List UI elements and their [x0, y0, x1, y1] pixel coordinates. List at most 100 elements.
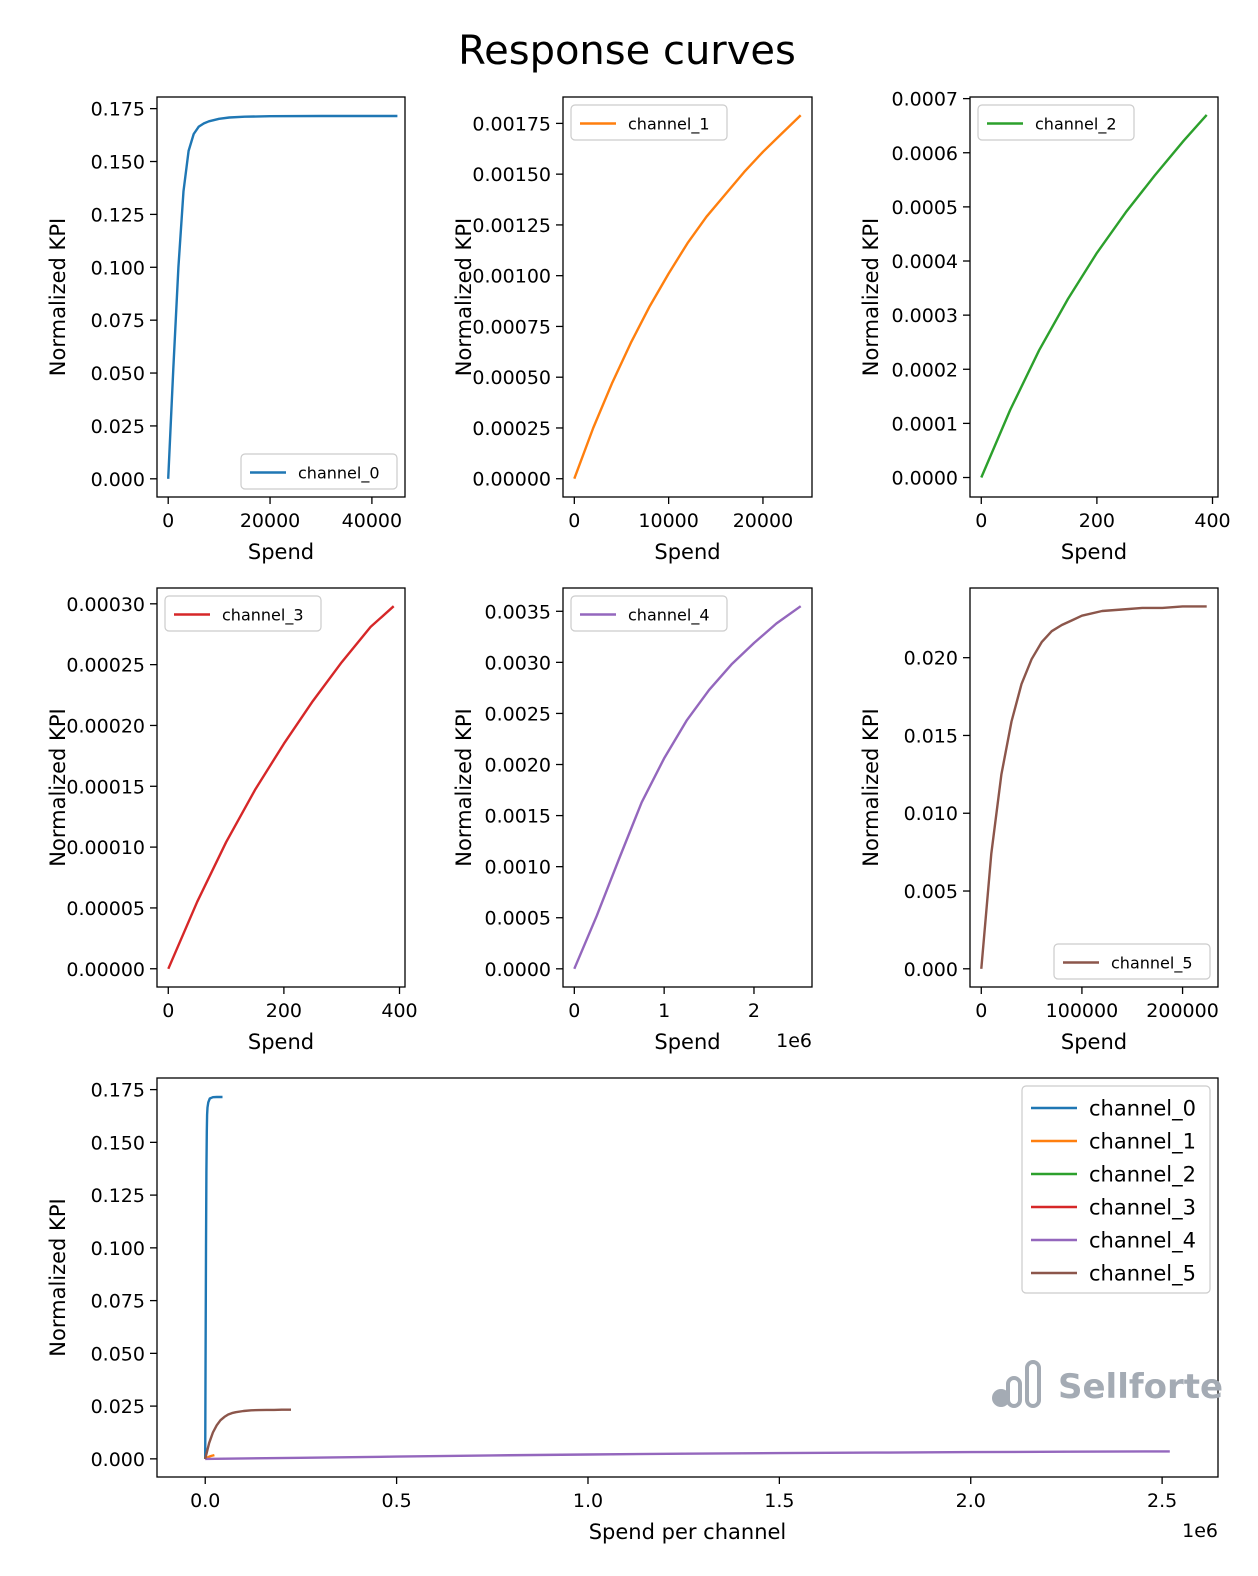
legend: channel_1 [570, 104, 728, 141]
y-tick-label: 0.025 [91, 416, 145, 438]
legend-box [240, 453, 398, 490]
legend-box [1053, 943, 1211, 980]
legend: channel_0 channel_1 channel_2 channel_3chan… [1021, 1085, 1211, 1294]
series-line-channel_0 [204, 1095, 223, 1459]
x-tick-label: 10000 [638, 510, 698, 532]
x-axis-label: Spend [1061, 1030, 1127, 1054]
chart-panel-3: 0 200 400 0.00000 0.00005 0.00010 0.00015 0.000… [46, 587, 418, 1054]
legend-label-channel_1: channel_1 [628, 114, 710, 134]
x-tick-label: 200 [266, 1000, 302, 1022]
x-axis-label: Spend per channel [589, 1520, 787, 1544]
legend-label-channel_2: channel_2 [1089, 1163, 1196, 1188]
x-tick-label: 20000 [240, 510, 300, 532]
x-tick-label: 0 [975, 510, 987, 532]
figure-title: Response curves [458, 28, 796, 74]
x-tick-label: 20000 [733, 510, 793, 532]
legend-box [164, 595, 322, 632]
series-line-channel_3 [167, 605, 395, 970]
legend-label-channel_4: channel_4 [628, 605, 710, 625]
y-tick-label: 0.000 [91, 469, 145, 491]
y-tick-label: 0.00025 [66, 655, 145, 677]
chart-panel-0: 0 20000 40000 0.000 0.025 0.050 0.075 0.100 0.12… [46, 96, 406, 564]
y-tick-label: 0.0006 [892, 143, 958, 165]
y-tick-label: 0.125 [91, 1185, 145, 1207]
legend: channel_4 [570, 595, 728, 632]
y-tick-label: 0.000 [91, 1449, 145, 1471]
chart-panel-6: 0.0 0.5 1.0 1.5 2.0 2.5 0.000 0.025 0.050 0.075 0.… [46, 1077, 1219, 1544]
legend: channel_3 [164, 595, 322, 632]
y-tick-label: 0.00020 [66, 715, 145, 737]
y-tick-label: 0.0005 [485, 908, 551, 930]
x-tick-label: 0 [162, 510, 174, 532]
legend: channel_0 [240, 453, 398, 490]
x-tick-label: 40000 [342, 510, 402, 532]
axes-frame [969, 587, 1219, 988]
y-tick-label: 0.0025 [485, 703, 551, 725]
y-axis-label: Normalized KPI [452, 708, 476, 866]
y-tick-label: 0.015 [904, 725, 958, 747]
y-tick-label: 0.0020 [485, 755, 551, 777]
y-tick-label: 0.010 [904, 803, 958, 825]
y-tick-label: 0.020 [904, 648, 958, 670]
y-tick-label: 0.00005 [66, 898, 145, 920]
legend-label-channel_5: channel_5 [1089, 1262, 1196, 1287]
x-tick-label: 400 [1194, 510, 1230, 532]
y-tick-label: 0.175 [91, 99, 145, 121]
chart-panel-2: 0 200 400 0.0000 0.0001 0.0002 0.0003 0.0004 0.0… [859, 89, 1231, 564]
y-tick-label: 0.00000 [472, 469, 551, 491]
legend-label-channel_1: channel_1 [1089, 1130, 1196, 1155]
y-axis-label: Normalized KPI [859, 708, 883, 866]
y-tick-label: 0.0035 [485, 601, 551, 623]
x-tick-label: 0.0 [190, 1490, 220, 1512]
axes-frame [969, 96, 1219, 498]
y-tick-label: 0.050 [91, 363, 145, 385]
legend-label-channel_4: channel_4 [1089, 1229, 1196, 1254]
legend: channel_2 [977, 104, 1135, 141]
chart-panels: 0 20000 400000.0000.0250.0500.0750.1000.12… [46, 89, 1231, 1544]
sellforte-watermark: Sellforte [992, 1360, 1223, 1408]
x-axis-label: Spend [654, 540, 720, 564]
y-axis-label: Normalized KPI [46, 708, 70, 866]
x-tick-label: 1.5 [764, 1490, 794, 1512]
y-tick-label: 0.0005 [892, 197, 958, 219]
y-tick-label: 0.00125 [472, 215, 551, 237]
x-tick-label: 400 [381, 1000, 417, 1022]
y-axis-label: Normalized KPI [452, 218, 476, 376]
chart-panel-4: 0 1 2 0.0000 0.0005 0.0010 0.0015 0.0020 0.0025 0… [452, 587, 813, 1054]
y-tick-label: 0.0003 [892, 305, 958, 327]
y-axis-label: Normalized KPI [46, 218, 70, 376]
x-tick-label: 0 [568, 510, 580, 532]
y-tick-label: 0.00050 [472, 367, 551, 389]
legend: channel_5 [1053, 943, 1211, 980]
chart-panel-5: 0 100000 200000 0.000 0.005 0.010 0.015 0.020 Sp… [859, 587, 1219, 1054]
x-tick-label: 100000 [1046, 1000, 1119, 1022]
chart-panel-1: 0 10000 20000 0.00000 0.00025 0.00050 0.00075 0… [452, 96, 813, 564]
x-tick-label: 2.5 [1147, 1490, 1177, 1512]
x-tick-label: 1 [658, 1000, 670, 1022]
y-tick-label: 0.075 [91, 310, 145, 332]
x-tick-label: 200 [1079, 510, 1115, 532]
series-line-channel_4 [205, 1450, 1170, 1461]
x-tick-label: 2 [748, 1000, 760, 1022]
legend-label-channel_0: channel_0 [298, 463, 380, 483]
series-line-channel_1 [573, 114, 802, 480]
y-tick-label: 0.150 [91, 1132, 145, 1154]
x-tick-label: 0 [568, 1000, 580, 1022]
legend-label-channel_3: channel_3 [222, 605, 304, 625]
y-tick-label: 0.00010 [66, 837, 145, 859]
y-tick-label: 0.0010 [485, 857, 551, 879]
x-tick-label: 0 [162, 1000, 174, 1022]
axes-frame [562, 96, 813, 498]
y-tick-label: 0.175 [91, 1080, 145, 1102]
y-tick-label: 0.00175 [472, 113, 551, 135]
legend-box [570, 104, 728, 141]
y-tick-label: 0.075 [91, 1291, 145, 1313]
legend-label-channel_2: channel_2 [1035, 114, 1117, 134]
x-axis-label: Spend [1061, 540, 1127, 564]
y-tick-label: 0.00000 [66, 959, 145, 981]
axes-frame [156, 1077, 1219, 1478]
series-line-channel_5 [204, 1408, 291, 1460]
x-tick-label: 2.0 [956, 1490, 986, 1512]
y-tick-label: 0.0004 [892, 251, 958, 273]
